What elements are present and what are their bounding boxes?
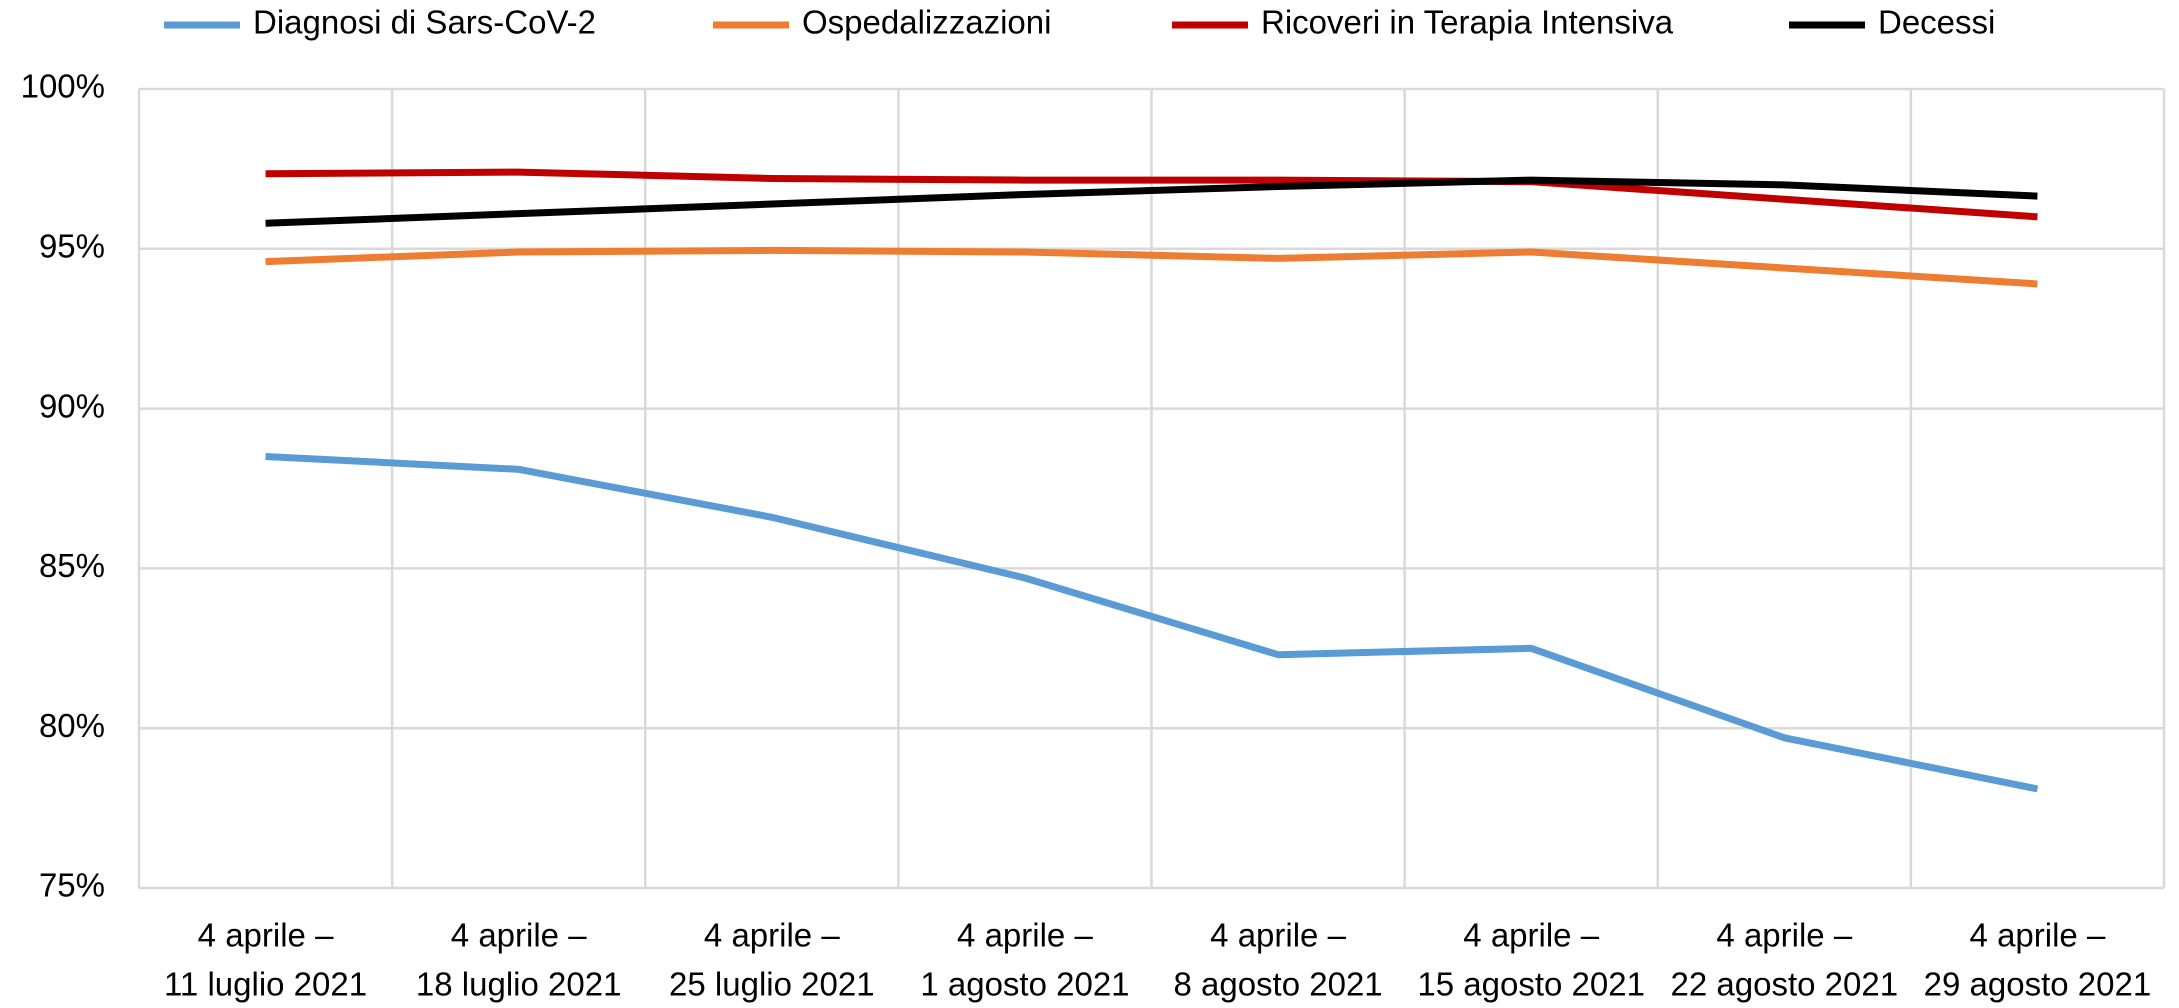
x-tick-label: 29 agosto 2021 bbox=[1924, 966, 2152, 1003]
x-tick-label: 1 agosto 2021 bbox=[920, 966, 1129, 1003]
x-tick-label: 8 agosto 2021 bbox=[1173, 966, 1382, 1003]
y-tick-label: 90% bbox=[39, 387, 105, 424]
x-tick-label: 4 aprile – bbox=[957, 917, 1093, 954]
x-tick-label: 4 aprile – bbox=[198, 917, 334, 954]
x-tick-label: 4 aprile – bbox=[1210, 917, 1346, 954]
legend-label: Decessi bbox=[1878, 4, 1995, 41]
y-tick-label: 75% bbox=[39, 867, 105, 904]
series-line bbox=[265, 168, 2038, 221]
x-tick-label: 4 aprile – bbox=[1716, 917, 1852, 954]
y-tick-label: 85% bbox=[39, 547, 105, 584]
x-tick-label: 4 aprile – bbox=[451, 917, 587, 954]
x-tick-label: 11 luglio 2021 bbox=[164, 966, 367, 1003]
series-line bbox=[265, 176, 2038, 227]
x-tick-label: 4 aprile – bbox=[1463, 917, 1599, 954]
x-tick-label: 4 aprile – bbox=[704, 917, 840, 954]
legend-label: Ospedalizzazioni bbox=[802, 4, 1051, 41]
series-line bbox=[265, 246, 2038, 288]
y-tick-label: 80% bbox=[39, 707, 105, 744]
y-tick-label: 100% bbox=[21, 68, 105, 105]
x-tick-label: 18 luglio 2021 bbox=[416, 966, 622, 1003]
x-tick-label: 25 luglio 2021 bbox=[669, 966, 875, 1003]
legend-label: Ricoveri in Terapia Intensiva bbox=[1261, 4, 1674, 41]
x-tick-label: 4 aprile – bbox=[1970, 917, 2106, 954]
x-tick-label: 15 agosto 2021 bbox=[1417, 966, 1645, 1003]
series-line bbox=[265, 453, 2039, 793]
y-tick-label: 95% bbox=[39, 228, 105, 265]
x-tick-label: 22 agosto 2021 bbox=[1671, 966, 1899, 1003]
legend-label: Diagnosi di Sars-CoV-2 bbox=[253, 4, 596, 41]
